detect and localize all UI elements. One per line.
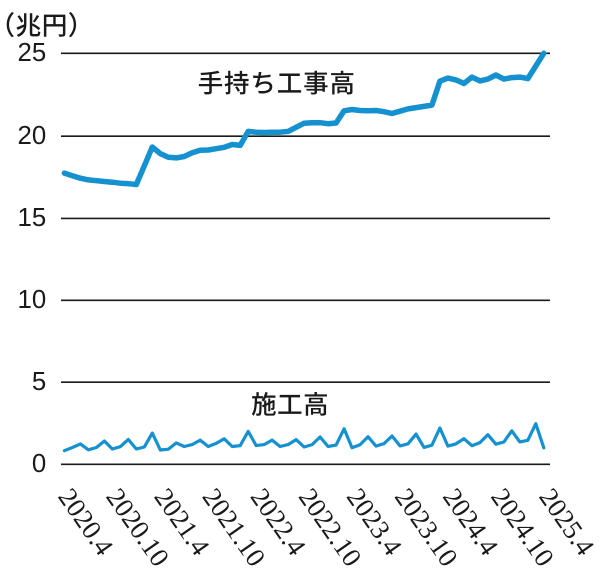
svg-text:25: 25 <box>17 39 46 67</box>
svg-text:10: 10 <box>17 286 46 314</box>
svg-text:0: 0 <box>32 450 46 478</box>
svg-text:15: 15 <box>17 204 46 232</box>
svg-text:5: 5 <box>32 368 46 396</box>
svg-text:20: 20 <box>17 122 46 150</box>
